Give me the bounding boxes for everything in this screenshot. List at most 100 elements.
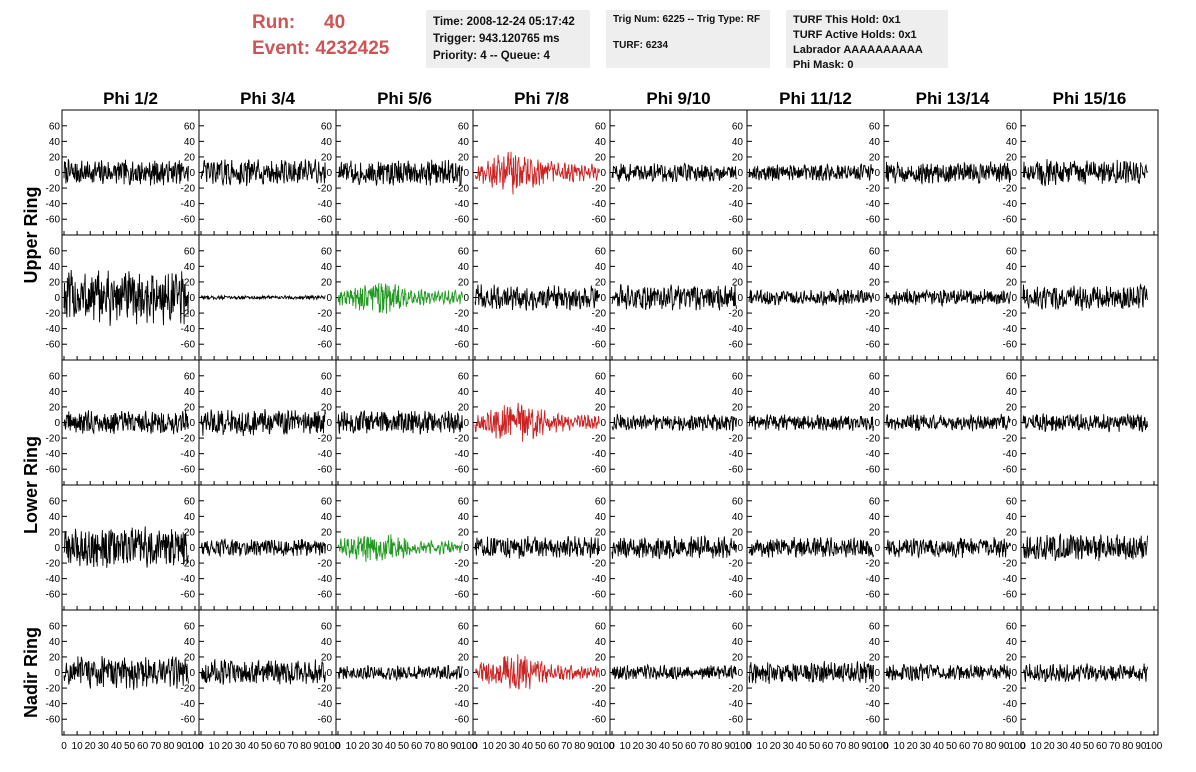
waveform-trace xyxy=(1022,413,1148,433)
y-tick-label: 0 xyxy=(1011,418,1017,429)
column-title: Phi 13/14 xyxy=(916,89,990,108)
y-tick-label: 20 xyxy=(458,527,470,538)
run-row: Run: 40 xyxy=(252,10,389,36)
y-tick-label: 20 xyxy=(869,652,881,663)
x-tick-label: 60 xyxy=(274,741,286,752)
y-tick-label: 20 xyxy=(732,527,744,538)
y-tick-label: -20 xyxy=(1003,559,1018,570)
turf-info-box: TURF This Hold: 0x1 TURF Active Holds: 0… xyxy=(786,10,948,71)
x-tick-label: 80 xyxy=(985,741,997,752)
y-tick-label: -20 xyxy=(181,559,196,570)
y-tick-label: 40 xyxy=(1006,512,1018,523)
y-tick-label: 40 xyxy=(732,637,744,648)
y-tick-label: -20 xyxy=(318,184,333,195)
y-tick-label: -20 xyxy=(729,184,744,195)
x-tick-label: 40 xyxy=(111,741,123,752)
x-tick-label: 60 xyxy=(137,741,149,752)
x-tick-label: 60 xyxy=(685,741,697,752)
y-tick-label: -60 xyxy=(455,215,470,226)
run-value: 40 xyxy=(324,12,346,33)
x-tick-label: 30 xyxy=(1057,741,1069,752)
y-tick-label: 40 xyxy=(184,137,196,148)
x-tick-label: 50 xyxy=(535,741,547,752)
y-tick-label: -20 xyxy=(318,684,333,695)
waveform-trace xyxy=(200,538,326,558)
x-tick-label: 100 xyxy=(461,741,478,752)
y-tick-label: -20 xyxy=(46,434,61,445)
waveform-trace xyxy=(200,659,326,685)
y-tick-label: 40 xyxy=(321,137,333,148)
y-tick-label: 20 xyxy=(49,402,61,413)
y-tick-label: -40 xyxy=(866,449,881,460)
y-tick-label: -20 xyxy=(592,184,607,195)
y-tick-label: -20 xyxy=(181,184,196,195)
y-tick-label: -40 xyxy=(1003,324,1018,335)
waveform-trace xyxy=(337,159,463,187)
waveform-trace xyxy=(474,151,600,195)
y-tick-label: 60 xyxy=(321,371,333,382)
column-title: Phi 9/10 xyxy=(646,89,710,108)
x-tick-label: 40 xyxy=(933,741,945,752)
y-tick-label: 40 xyxy=(1006,637,1018,648)
x-tick-label: 0 xyxy=(1020,741,1026,752)
y-tick-label: -40 xyxy=(729,574,744,585)
y-tick-label: -20 xyxy=(46,184,61,195)
y-tick-label: 20 xyxy=(595,152,607,163)
x-tick-label: 30 xyxy=(372,741,384,752)
y-tick-label: -20 xyxy=(866,184,881,195)
y-tick-label: 0 xyxy=(326,668,332,679)
x-tick-label: 30 xyxy=(235,741,247,752)
y-tick-label: 60 xyxy=(595,621,607,632)
waveform-trace xyxy=(748,162,874,181)
y-tick-label: -20 xyxy=(592,434,607,445)
y-tick-label: 60 xyxy=(732,121,744,132)
y-tick-label: -60 xyxy=(1003,590,1018,601)
y-tick-label: -60 xyxy=(729,715,744,726)
y-tick-label: 60 xyxy=(1006,621,1018,632)
y-tick-label: -60 xyxy=(592,590,607,601)
waveform-trace xyxy=(337,534,463,562)
x-tick-label: 40 xyxy=(385,741,397,752)
y-tick-label: -20 xyxy=(181,309,196,320)
y-tick-label: -60 xyxy=(181,465,196,476)
y-tick-label: 20 xyxy=(869,277,881,288)
y-tick-label: -60 xyxy=(729,340,744,351)
y-tick-label: 0 xyxy=(463,668,469,679)
column-title: Phi 7/8 xyxy=(514,89,569,108)
y-tick-label: 40 xyxy=(732,137,744,148)
y-tick-label: -40 xyxy=(866,574,881,585)
y-tick-label: -40 xyxy=(729,699,744,710)
waveform-trace xyxy=(63,269,189,326)
y-tick-label: 60 xyxy=(321,246,333,257)
y-tick-label: 40 xyxy=(595,262,607,273)
y-tick-label: -20 xyxy=(318,309,333,320)
y-tick-label: -60 xyxy=(46,340,61,351)
time-info-box: Time: 2008-12-24 05:17:42 Trigger: 943.1… xyxy=(426,10,590,68)
y-tick-label: -40 xyxy=(181,574,196,585)
y-tick-label: 20 xyxy=(184,277,196,288)
x-tick-label: 10 xyxy=(620,741,632,752)
labrador-line: Labrador AAAAAAAAAA xyxy=(793,44,923,56)
y-tick-label: 0 xyxy=(1011,293,1017,304)
y-tick-label: 60 xyxy=(321,621,333,632)
event-label: Event: xyxy=(252,38,311,59)
y-tick-label: -20 xyxy=(181,434,196,445)
y-tick-label: 20 xyxy=(732,652,744,663)
x-tick-label: 20 xyxy=(222,741,234,752)
y-tick-label: 40 xyxy=(321,637,333,648)
x-tick-label: 10 xyxy=(894,741,906,752)
y-tick-label: -60 xyxy=(455,715,470,726)
y-tick-label: 0 xyxy=(189,168,195,179)
y-tick-label: 40 xyxy=(458,262,470,273)
y-tick-label: 60 xyxy=(458,496,470,507)
y-tick-label: 40 xyxy=(732,262,744,273)
x-tick-label: 100 xyxy=(1146,741,1163,752)
x-tick-label: 60 xyxy=(822,741,834,752)
waveform-trace xyxy=(474,402,600,442)
x-tick-label: 10 xyxy=(209,741,221,752)
x-tick-label: 80 xyxy=(437,741,449,752)
y-tick-label: -40 xyxy=(46,699,61,710)
y-tick-label: 60 xyxy=(595,371,607,382)
trig-info-box: Trig Num: 6225 -- Trig Type: RF TURF: 62… xyxy=(606,10,770,68)
y-tick-label: -40 xyxy=(866,324,881,335)
